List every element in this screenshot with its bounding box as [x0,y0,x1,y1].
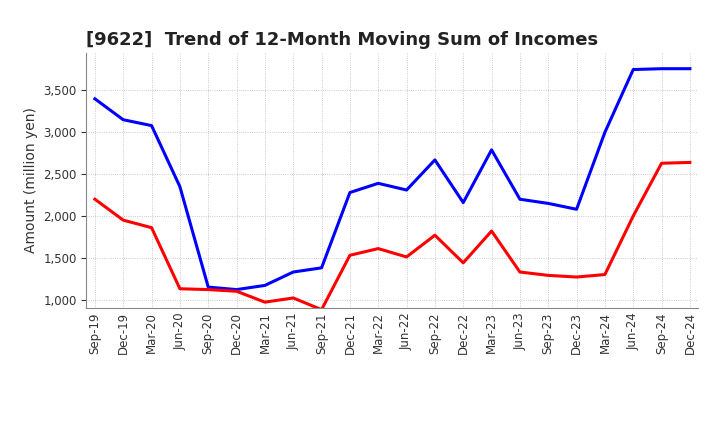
Ordinary Income [119,117,127,122]
Line: Ordinary Income: Ordinary Income [95,69,690,290]
Ordinary Income [685,66,694,71]
Ordinary Income [629,67,637,72]
Net Income [402,254,411,260]
Ordinary Income [204,284,212,290]
Net Income [346,253,354,258]
Ordinary Income [91,96,99,102]
Net Income [600,272,609,277]
Ordinary Income [600,130,609,135]
Ordinary Income [233,287,241,292]
Ordinary Income [148,123,156,128]
Ordinary Income [374,181,382,186]
Net Income [176,286,184,291]
Net Income [204,287,212,292]
Ordinary Income [402,187,411,193]
Net Income [459,260,467,265]
Net Income [148,225,156,230]
Net Income [544,273,552,278]
Ordinary Income [544,201,552,206]
Net Income [374,246,382,251]
Ordinary Income [261,283,269,288]
Net Income [572,275,581,280]
Net Income [119,217,127,223]
Ordinary Income [487,147,496,153]
Net Income [487,228,496,234]
Net Income [233,289,241,294]
Ordinary Income [459,200,467,205]
Net Income [516,269,524,275]
Ordinary Income [318,265,326,271]
Ordinary Income [289,269,297,275]
Net Income [318,307,326,312]
Net Income [91,197,99,202]
Net Income [431,233,439,238]
Net Income [685,160,694,165]
Ordinary Income [572,207,581,212]
Ordinary Income [346,190,354,195]
Text: [9622]  Trend of 12-Month Moving Sum of Incomes: [9622] Trend of 12-Month Moving Sum of I… [86,31,598,49]
Net Income [629,213,637,219]
Line: Net Income: Net Income [95,162,690,310]
Net Income [289,295,297,301]
Net Income [657,161,666,166]
Ordinary Income [657,66,666,71]
Ordinary Income [431,157,439,162]
Ordinary Income [516,197,524,202]
Net Income [261,300,269,305]
Y-axis label: Amount (million yen): Amount (million yen) [24,107,37,253]
Ordinary Income [176,184,184,189]
